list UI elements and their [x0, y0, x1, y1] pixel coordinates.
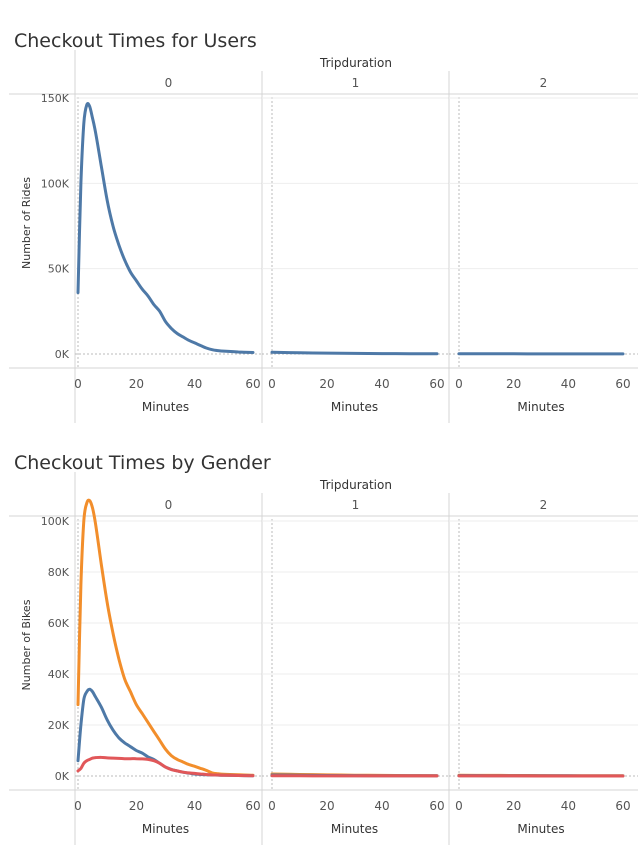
y-tick-label: 150K	[41, 92, 70, 105]
x-tick-label: 40	[561, 799, 576, 813]
series-line	[270, 350, 439, 356]
y-tick-label: 0K	[55, 348, 70, 361]
x-tick-label: 40	[187, 377, 202, 391]
panel-label: 0	[165, 76, 173, 90]
x-tick-label: 20	[319, 377, 334, 391]
x-tick-label: 0	[268, 799, 276, 813]
panel-label: 1	[352, 76, 360, 90]
x-tick-label: 60	[429, 799, 444, 813]
panel-label: 1	[352, 498, 360, 512]
x-tick-label: 0	[455, 799, 463, 813]
y-axis-label: Number of Rides	[20, 177, 33, 269]
panel-label: 2	[540, 498, 548, 512]
x-tick-label: 20	[506, 799, 521, 813]
x-tick-label: 40	[374, 799, 389, 813]
x-axis-label: Minutes	[142, 400, 189, 414]
x-axis-label: Minutes	[331, 822, 378, 836]
chart-title-users: Checkout Times for Users	[14, 29, 257, 52]
series-line	[76, 755, 255, 778]
x-tick-label: 60	[429, 377, 444, 391]
x-tick-label: 60	[245, 377, 260, 391]
x-axis-label: Minutes	[517, 822, 564, 836]
x-tick-label: 60	[615, 799, 630, 813]
y-tick-label: 100K	[41, 177, 70, 190]
x-tick-label: 0	[74, 377, 82, 391]
y-tick-label: 50K	[48, 263, 70, 276]
x-axis-label: Minutes	[517, 400, 564, 414]
y-tick-label: 100K	[41, 515, 70, 528]
x-tick-label: 60	[245, 799, 260, 813]
y-tick-label: 80K	[48, 566, 70, 579]
y-tick-label: 60K	[48, 617, 70, 630]
panel-label: 2	[540, 76, 548, 90]
y-tick-label: 20K	[48, 719, 70, 732]
x-tick-label: 20	[129, 799, 144, 813]
x-tick-label: 40	[561, 377, 576, 391]
x-axis-label: Minutes	[142, 822, 189, 836]
x-tick-label: 40	[187, 799, 202, 813]
x-tick-label: 0	[455, 377, 463, 391]
column-header: Tripduration	[319, 56, 392, 70]
y-tick-label: 0K	[55, 770, 70, 783]
y-tick-label: 40K	[48, 668, 70, 681]
series-line	[76, 687, 255, 778]
series-line	[76, 102, 255, 354]
y-axis-label: Number of Bikes	[20, 599, 33, 690]
x-tick-label: 60	[615, 377, 630, 391]
x-tick-label: 20	[319, 799, 334, 813]
x-tick-label: 20	[506, 377, 521, 391]
x-tick-label: 40	[374, 377, 389, 391]
x-axis-label: Minutes	[331, 400, 378, 414]
panel-label: 0	[165, 498, 173, 512]
x-tick-label: 0	[74, 799, 82, 813]
chart-title-gender: Checkout Times by Gender	[14, 451, 271, 474]
series-line	[76, 498, 255, 777]
column-header: Tripduration	[319, 478, 392, 492]
x-tick-label: 20	[129, 377, 144, 391]
x-tick-label: 0	[268, 377, 276, 391]
